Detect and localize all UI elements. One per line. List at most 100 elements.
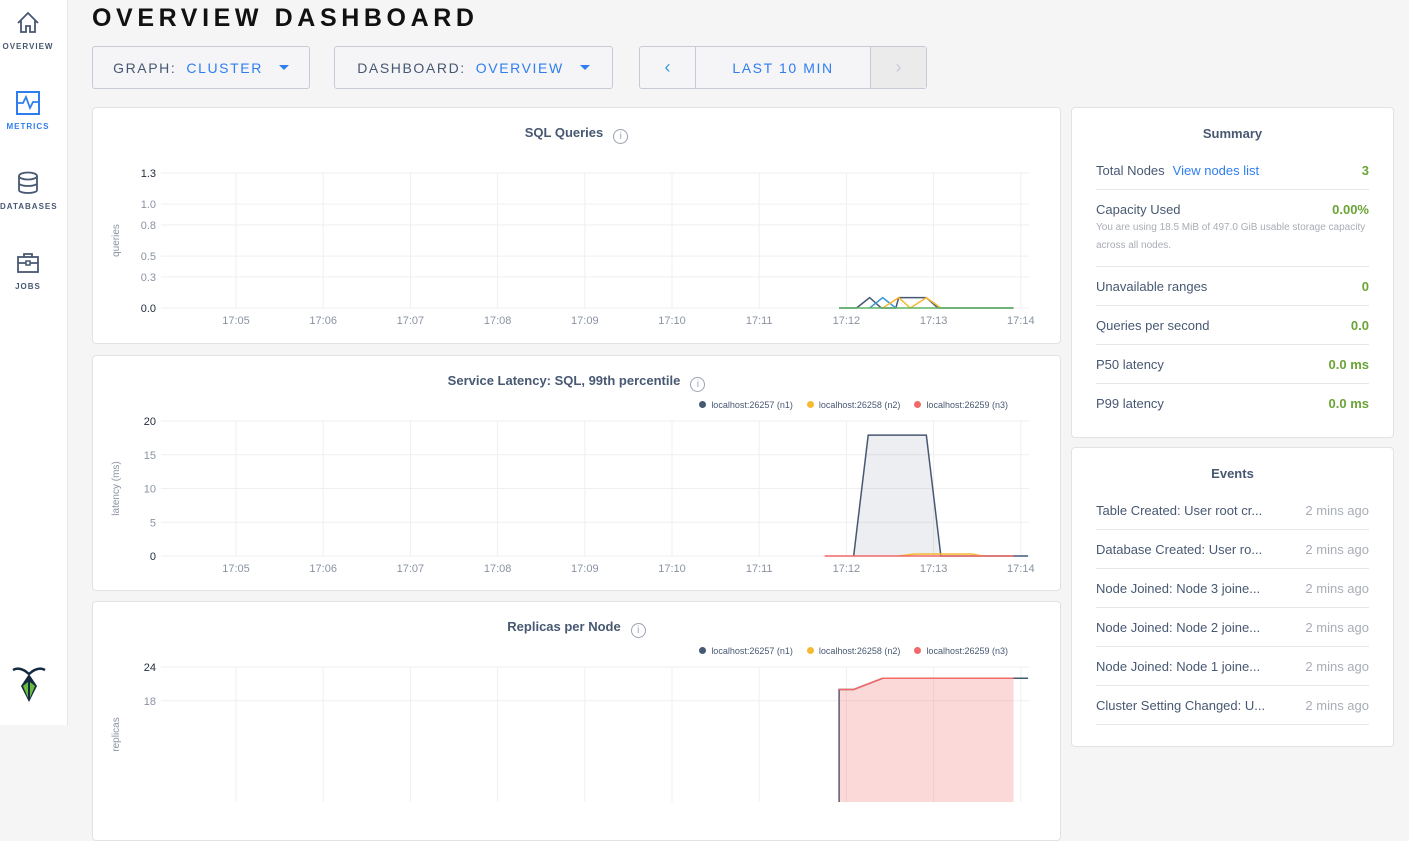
- time-range-button[interactable]: LAST 10 MIN: [696, 47, 871, 88]
- summary-title: Summary: [1202, 126, 1263, 141]
- chevron-down-icon: [278, 65, 289, 70]
- y-axis-label: replicas: [111, 717, 122, 751]
- x-tick-label: 17:12: [833, 563, 861, 575]
- x-tick-label: 17:13: [920, 315, 948, 327]
- event-item[interactable]: Cluster Setting Changed: U... 2 mins ago: [1096, 686, 1369, 725]
- summary-value: 3: [1361, 163, 1369, 178]
- dashboard-label: DASHBOARD:: [357, 59, 466, 76]
- y-axis-label: latency (ms): [111, 461, 122, 515]
- events-title: Events: [1211, 466, 1254, 481]
- y-tick-label: 0.0: [141, 303, 156, 315]
- legend-item[interactable]: localhost:26257 (n1): [699, 646, 793, 656]
- chart-title: SQL Queries: [524, 125, 604, 140]
- summary-value: 0.00%: [1332, 202, 1369, 217]
- info-icon[interactable]: i: [613, 129, 629, 144]
- legend-item[interactable]: localhost:26258 (n2): [806, 646, 900, 656]
- y-tick-label: 1.3: [141, 168, 156, 180]
- y-tick-label: 15: [144, 450, 156, 462]
- database-icon: [18, 171, 38, 194]
- graph-value: CLUSTER: [186, 59, 263, 76]
- summary-row: Unavailable ranges 0: [1096, 267, 1369, 306]
- events-panel: Events Table Created: User root cr... 2 m…: [1071, 447, 1394, 747]
- y-tick-label: 0.3: [141, 272, 156, 284]
- capacity-note: You are using 18.5 MiB of 497.0 GiB usab…: [1096, 222, 1366, 251]
- sidebar-item-label: DATABASES: [0, 202, 58, 211]
- chart-title: Service Latency: SQL, 99th percentile: [447, 373, 681, 388]
- x-tick-label: 17:08: [484, 563, 512, 575]
- cockroach-logo[interactable]: [10, 664, 48, 704]
- y-tick-label: 0: [150, 551, 156, 563]
- chart-title: Replicas per Node: [507, 619, 621, 634]
- x-tick-label: 17:14: [1007, 563, 1035, 575]
- dashboard-dropdown[interactable]: DASHBOARD: OVERVIEW: [334, 46, 613, 89]
- chart-plot: 1.3 1.0 0.8 0.5 0.3 0.0 17:05 17:06 17:07 17:08 17…: [111, 168, 1035, 327]
- summary-row-total-nodes: Total Nodes View nodes list 3: [1096, 151, 1369, 190]
- event-item[interactable]: Node Joined: Node 2 joine... 2 mins ago: [1096, 608, 1369, 647]
- chart-legend: localhost:26257 (n1) localhost:26258 (n2…: [699, 646, 1008, 656]
- event-item[interactable]: Node Joined: Node 3 joine... 2 mins ago: [1096, 569, 1369, 608]
- event-item[interactable]: Table Created: User root cr... 2 mins ago: [1096, 491, 1369, 530]
- sidebar-item-label: OVERVIEW: [2, 42, 54, 51]
- x-tick-label: 17:09: [571, 563, 599, 575]
- series-line: [839, 677, 1014, 691]
- event-item[interactable]: Node Joined: Node 1 joine... 2 mins ago: [1096, 647, 1369, 686]
- replicas-per-node-chart: 24 18 replicas Replicas per Node i localhos…: [92, 601, 1061, 841]
- sidebar-item-overview[interactable]: OVERVIEW: [0, 10, 56, 51]
- summary-row-capacity: Capacity Used 0.00% You are using 18.5 Mi…: [1096, 190, 1369, 267]
- series-line: [898, 553, 984, 557]
- y-axis-label: queries: [111, 224, 122, 257]
- series-line: [839, 296, 1014, 309]
- home-icon: [17, 11, 39, 33]
- event-item[interactable]: Database Created: User ro... 2 mins ago: [1096, 530, 1369, 569]
- sidebar: OVERVIEW METRICS DATABASES JOBS: [0, 0, 68, 725]
- next-range-button[interactable]: ›: [871, 47, 926, 88]
- x-tick-label: 17:05: [222, 315, 250, 327]
- y-tick-label: 18: [144, 696, 156, 708]
- summary-label: Total Nodes: [1096, 163, 1165, 178]
- x-tick-label: 17:09: [571, 315, 599, 327]
- x-tick-label: 17:10: [658, 563, 686, 575]
- x-tick-label: 17:12: [833, 315, 861, 327]
- y-tick-label: 24: [144, 662, 156, 674]
- legend-item[interactable]: localhost:26259 (n3): [914, 646, 1008, 656]
- x-tick-label: 17:08: [484, 315, 512, 327]
- info-icon[interactable]: i: [630, 623, 646, 638]
- sidebar-item-label: JOBS: [15, 282, 41, 291]
- y-tick-label: 0.5: [141, 251, 156, 263]
- previous-range-button[interactable]: ‹: [640, 47, 696, 88]
- x-tick-label: 17:10: [658, 315, 686, 327]
- sidebar-item-jobs[interactable]: JOBS: [0, 250, 56, 291]
- metrics-icon: [16, 91, 40, 115]
- sidebar-item-label: METRICS: [6, 122, 50, 131]
- chart-legend: localhost:26257 (n1) localhost:26258 (n2…: [699, 400, 1008, 410]
- legend-item[interactable]: localhost:26258 (n2): [806, 400, 900, 410]
- x-tick-label: 17:07: [397, 315, 425, 327]
- x-tick-label: 17:05: [222, 563, 250, 575]
- page-title: OVERVIEW DASHBOARD: [92, 4, 479, 32]
- y-tick-label: 0.8: [141, 220, 156, 232]
- legend-item[interactable]: localhost:26259 (n3): [914, 400, 1008, 410]
- dashboard-value: OVERVIEW: [475, 59, 564, 76]
- legend-item[interactable]: localhost:26257 (n1): [699, 400, 793, 410]
- summary-row: P50 latency 0.0 ms: [1096, 345, 1369, 384]
- x-tick-label: 17:14: [1007, 315, 1035, 327]
- chevron-down-icon: [579, 65, 590, 70]
- x-tick-label: 17:13: [920, 563, 948, 575]
- time-range-selector: ‹ LAST 10 MIN ›: [639, 46, 927, 89]
- summary-label: Capacity Used: [1096, 202, 1181, 217]
- y-tick-label: 5: [150, 517, 156, 529]
- y-tick-label: 1.0: [141, 199, 156, 211]
- graph-dropdown[interactable]: GRAPH: CLUSTER: [92, 46, 310, 89]
- sidebar-item-metrics[interactable]: METRICS: [0, 90, 56, 131]
- summary-row: Queries per second 0.0: [1096, 306, 1369, 345]
- view-nodes-link[interactable]: View nodes list: [1172, 163, 1260, 178]
- info-icon[interactable]: i: [690, 377, 706, 392]
- sidebar-item-databases[interactable]: DATABASES: [0, 170, 58, 211]
- x-tick-label: 17:06: [309, 563, 337, 575]
- x-tick-label: 17:06: [309, 315, 337, 327]
- series-line: [869, 296, 897, 309]
- x-tick-label: 17:11: [746, 563, 773, 575]
- series-area: [853, 435, 1029, 556]
- service-latency-chart: 20 15 10 5 0 17:05 17:06 17:07 17:08 17:09 17:10 17…: [92, 355, 1061, 591]
- sql-queries-chart: 1.3 1.0 0.8 0.5 0.3 0.0 17:05 17:06 17:07 17:08 17…: [92, 107, 1061, 344]
